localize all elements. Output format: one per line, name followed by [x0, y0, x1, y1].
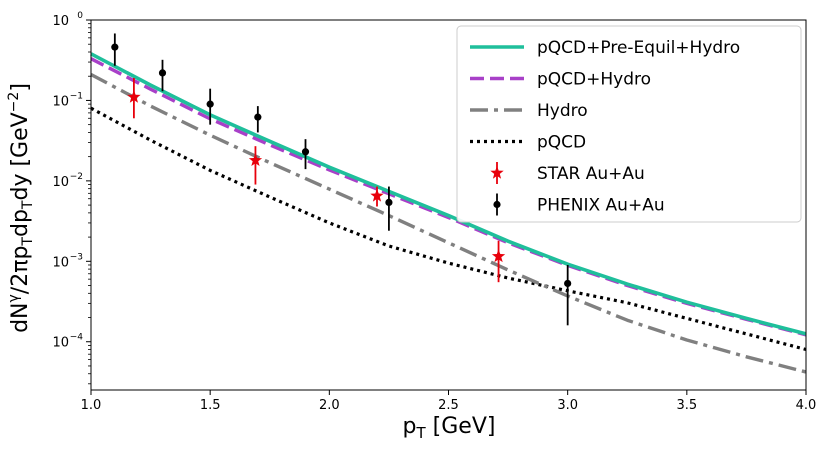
legend-label: STAR Au+Au	[537, 164, 645, 184]
y-tick-label: 10−2	[52, 172, 83, 190]
data-points-layer	[111, 33, 572, 326]
series-line	[90, 72, 807, 374]
y-tick-label: 10 0	[52, 11, 83, 29]
data-point-circle	[301, 148, 310, 156]
legend-label: pQCD+Hydro	[537, 70, 651, 90]
y-tick-exponent: −4	[70, 333, 84, 343]
legend: pQCD+Pre-Equil+Hydro pQCD+Hydro Hydro pQCD S…	[456, 25, 802, 223]
legend-circle-marker	[493, 200, 501, 209]
x-axis-ticks: 1.0 1.5 2.0 2.5 3.0 3.5 4.0	[81, 390, 817, 413]
data-point-circle	[564, 279, 572, 288]
legend-label: Hydro	[537, 101, 588, 121]
data-point-circle	[254, 113, 262, 121]
data-point-circle	[158, 69, 167, 77]
data-point-circle	[206, 100, 214, 108]
data-point-star	[127, 90, 141, 103]
y-tick-exponent: −2	[70, 172, 83, 182]
data-point-circle	[111, 43, 119, 51]
legend-label: PHENIX Au+Au	[537, 196, 665, 216]
y-tick-exponent: −3	[70, 252, 83, 262]
x-axis-label: pT [GeV]	[403, 414, 496, 442]
x-tick-label: 3.0	[557, 398, 578, 413]
y-tick-label: 10−4	[52, 333, 83, 351]
x-tick-label: 2.0	[319, 398, 340, 413]
data-point-circle	[385, 198, 393, 206]
data-point-star	[248, 153, 263, 166]
x-tick-label: 1.5	[200, 398, 221, 413]
y-axis-ticks: 10 0 10−1 10−2 10−3 10−4	[52, 11, 91, 385]
legend-star-marker	[490, 166, 504, 179]
y-tick-exponent: 0	[77, 11, 83, 21]
legend-box	[456, 25, 802, 223]
x-tick-label: 1.0	[81, 398, 102, 413]
y-axis-label: dNγ/2πpTdpTdy [GeV−2]	[6, 83, 36, 333]
x-tick-label: 2.5	[438, 398, 459, 413]
x-tick-label: 3.5	[676, 398, 697, 413]
series-line	[90, 106, 807, 352]
legend-label: pQCD	[537, 133, 586, 153]
y-tick-label: 10−1	[52, 91, 83, 109]
y-tick-exponent: −1	[70, 91, 83, 101]
data-point-star	[491, 249, 506, 263]
legend-label: pQCD+Pre-Equil+Hydro	[537, 38, 740, 58]
y-tick-label: 10−3	[52, 252, 83, 270]
x-tick-label: 4.0	[796, 398, 817, 413]
data-point-star	[370, 188, 384, 202]
